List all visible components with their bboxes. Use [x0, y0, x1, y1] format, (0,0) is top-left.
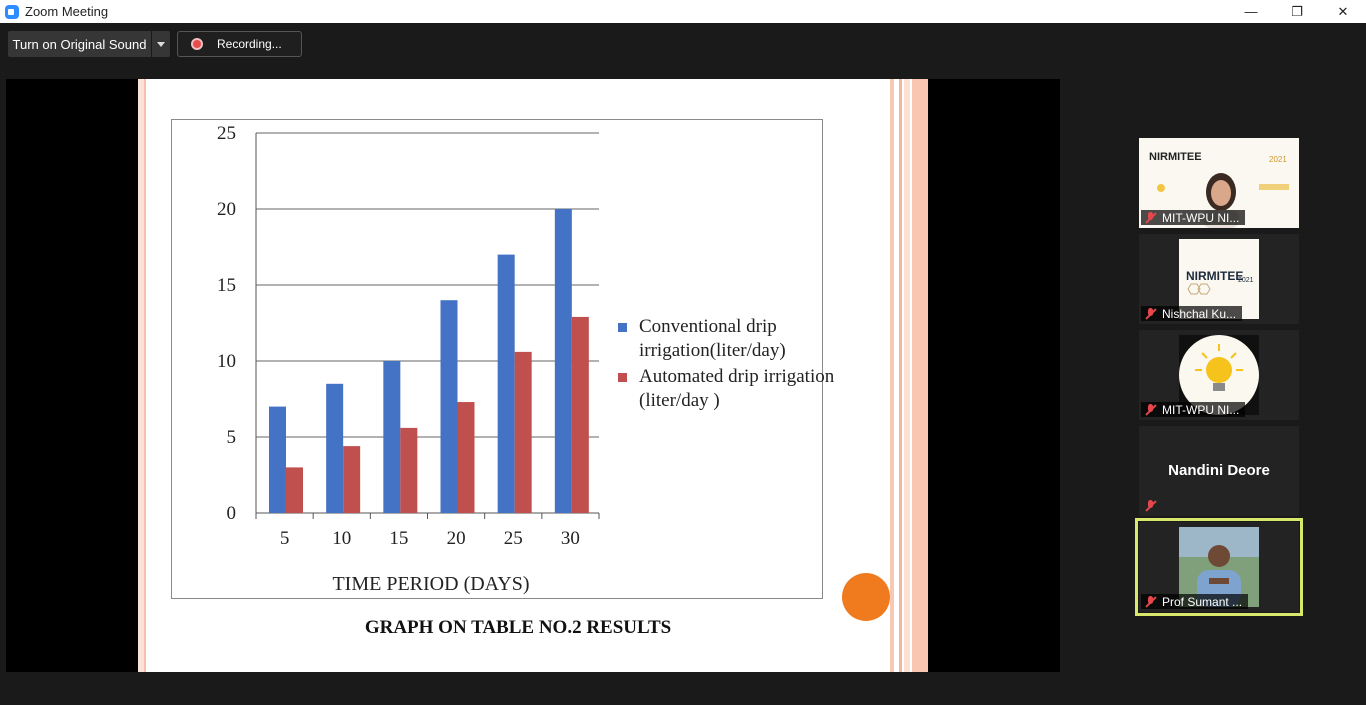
participant-video-2: NIRMITEE 2021	[1139, 234, 1299, 324]
muted-mic-icon	[1145, 596, 1156, 607]
y-tick-label: 25	[217, 123, 236, 144]
active-speaker-highlight	[1135, 518, 1303, 616]
participant-video-3	[1139, 330, 1299, 420]
window-controls: — ❐ ✕	[1228, 0, 1366, 23]
record-icon	[191, 38, 203, 50]
decorative-orange-circle	[842, 573, 890, 621]
tile-year-text: 2021	[1269, 155, 1287, 164]
chart-legend: Conventional drip irrigation(liter/day) A…	[618, 315, 878, 415]
shared-screen: 0 5 10 15 20 25 5 10 15 20 25 30 TIME PERIOD (DAYS) …	[6, 79, 1060, 672]
muted-mic-icon	[1145, 308, 1156, 319]
meeting-toolbar: Turn on Original Sound Recording...	[0, 23, 1366, 63]
lightbulb-icon	[1206, 357, 1232, 383]
legend-label: Conventional drip irrigation(liter/day)	[639, 316, 786, 361]
graph-caption: GRAPH ON TABLE NO.2 RESULTS	[364, 617, 672, 638]
bar-chart: 0 5 10 15 20 25 5 10 15 20 25 30 TIME PERIOD (DAYS)	[217, 123, 600, 595]
close-button[interactable]: ✕	[1337, 3, 1349, 19]
bar-automated-20	[457, 402, 475, 513]
participant-tile-4[interactable]: Nandini Deore	[1139, 426, 1299, 516]
bar-automated-5	[286, 467, 303, 513]
legend-entry: Conventional drip irrigation(liter/day)	[618, 315, 878, 363]
x-tick-label: 20	[447, 528, 466, 549]
x-tick-label: 15	[389, 528, 408, 549]
slide-left-decoration	[138, 79, 146, 672]
bar-automated-10	[343, 446, 361, 513]
bar-conventional-30	[554, 209, 572, 513]
participant-name-label: Nishchal Ku...	[1141, 306, 1243, 321]
y-tick-label: 0	[227, 503, 237, 524]
y-tick-label: 20	[217, 199, 236, 220]
bar-automated-30	[571, 316, 589, 513]
chevron-down-icon	[157, 41, 165, 47]
minimize-button[interactable]: —	[1244, 4, 1258, 19]
recording-indicator[interactable]: Recording...	[177, 31, 302, 57]
muted-mic-icon	[1145, 500, 1156, 511]
legend-swatch	[618, 323, 627, 332]
tile-nirmitee-text-2: NIRMITEE	[1186, 269, 1243, 283]
bar-automated-15	[400, 427, 418, 513]
presentation-slide: 0 5 10 15 20 25 5 10 15 20 25 30 TIME PERIOD (DAYS) …	[138, 79, 928, 672]
participant-name-label: Prof Sumant ...	[1141, 594, 1249, 609]
legend-swatch	[618, 373, 627, 382]
participant-tile-5[interactable]: Prof Sumant ...	[1139, 522, 1299, 612]
bar-conventional-20	[440, 300, 458, 513]
zoom-app-icon	[5, 4, 19, 19]
bar-conventional-5	[269, 406, 286, 513]
muted-mic-icon	[1145, 212, 1156, 223]
participant-name-label: MIT-WPU NI...	[1141, 210, 1246, 225]
participant-status	[1141, 498, 1168, 513]
y-tick-label: 15	[217, 275, 236, 296]
restore-button[interactable]: ❐	[1291, 3, 1303, 19]
bar-conventional-25	[497, 254, 515, 513]
x-tick-label: 5	[280, 528, 290, 549]
original-sound-dropdown[interactable]	[152, 31, 170, 57]
y-tick-label: 10	[217, 351, 236, 372]
tile-nirmitee-text: NIRMITEE	[1149, 151, 1202, 163]
legend-entry: Automated drip irrigation (liter/day )	[618, 365, 878, 413]
legend-label: Automated drip irrigation (liter/day )	[639, 366, 835, 411]
title-bar: Zoom Meeting — ❐ ✕	[0, 0, 1366, 23]
x-axis-label: TIME PERIOD (DAYS)	[332, 573, 529, 595]
participant-tile-2[interactable]: NIRMITEE 2021 Nishchal Ku...	[1139, 234, 1299, 324]
x-tick-label: 10	[332, 528, 351, 549]
original-sound-button[interactable]: Turn on Original Sound	[8, 31, 151, 57]
participant-display-name: Nandini Deore	[1168, 462, 1270, 479]
slide-right-decoration	[890, 79, 928, 672]
chart-frame: 0 5 10 15 20 25 5 10 15 20 25 30 TIME PERIOD (DAYS) …	[171, 119, 834, 599]
participant-tile-1[interactable]: NIRMITEE 2021 MIT-WPU NI...	[1139, 138, 1299, 228]
tile-year-text-2: 2021	[1238, 277, 1254, 284]
muted-mic-icon	[1145, 404, 1156, 415]
x-tick-label: 25	[504, 528, 523, 549]
participant-tile-3[interactable]: MIT-WPU NI...	[1139, 330, 1299, 420]
bar-automated-25	[514, 351, 532, 513]
y-tick-label: 5	[227, 427, 237, 448]
recording-label: Recording...	[217, 37, 282, 51]
x-tick-label: 30	[561, 528, 580, 549]
participant-name-label: MIT-WPU NI...	[1141, 402, 1246, 417]
window-title: Zoom Meeting	[25, 4, 109, 19]
bar-conventional-15	[383, 361, 401, 513]
bar-conventional-10	[326, 383, 344, 513]
